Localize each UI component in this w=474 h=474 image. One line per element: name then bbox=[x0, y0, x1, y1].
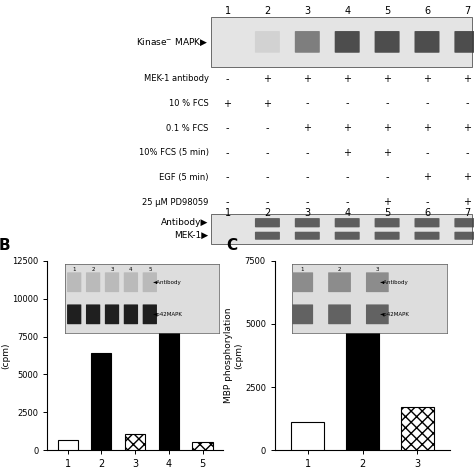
Text: +: + bbox=[423, 173, 431, 182]
Text: MEK-1▶: MEK-1▶ bbox=[174, 231, 209, 240]
Text: +: + bbox=[383, 197, 391, 207]
FancyBboxPatch shape bbox=[255, 232, 280, 240]
FancyBboxPatch shape bbox=[414, 232, 439, 240]
Text: 7: 7 bbox=[464, 6, 470, 16]
FancyBboxPatch shape bbox=[255, 31, 280, 53]
Text: 1: 1 bbox=[225, 6, 230, 16]
Text: 2: 2 bbox=[264, 208, 271, 218]
Text: +: + bbox=[463, 123, 471, 133]
Text: 3: 3 bbox=[304, 6, 310, 16]
Text: Kinase$^{-}$ MAPK▶: Kinase$^{-}$ MAPK▶ bbox=[136, 36, 209, 47]
Text: +: + bbox=[463, 173, 471, 182]
Text: 25 μM PD98059: 25 μM PD98059 bbox=[142, 198, 209, 207]
Text: +: + bbox=[383, 123, 391, 133]
Text: -: - bbox=[465, 148, 469, 158]
Text: +: + bbox=[303, 123, 311, 133]
FancyBboxPatch shape bbox=[414, 31, 439, 53]
Bar bbox=[159, 308, 179, 450]
Text: -: - bbox=[385, 99, 389, 109]
Text: +: + bbox=[423, 123, 431, 133]
FancyBboxPatch shape bbox=[414, 218, 439, 228]
Y-axis label: MBP phosphorylation
(cpm): MBP phosphorylation (cpm) bbox=[224, 308, 243, 403]
FancyBboxPatch shape bbox=[335, 218, 360, 228]
Text: +: + bbox=[463, 74, 471, 84]
Text: 5: 5 bbox=[384, 208, 390, 218]
Text: 10 % FCS: 10 % FCS bbox=[169, 99, 209, 108]
Text: +: + bbox=[463, 197, 471, 207]
Text: 6: 6 bbox=[424, 208, 430, 218]
Text: +: + bbox=[264, 99, 272, 109]
Text: -: - bbox=[265, 173, 269, 182]
Text: 2: 2 bbox=[264, 6, 271, 16]
Text: -: - bbox=[226, 123, 229, 133]
Text: +: + bbox=[423, 74, 431, 84]
Text: 5: 5 bbox=[384, 6, 390, 16]
FancyBboxPatch shape bbox=[335, 31, 360, 53]
FancyBboxPatch shape bbox=[211, 17, 472, 66]
Text: +: + bbox=[224, 99, 231, 109]
FancyBboxPatch shape bbox=[211, 214, 472, 244]
Text: -: - bbox=[265, 148, 269, 158]
FancyBboxPatch shape bbox=[374, 232, 400, 240]
Text: -: - bbox=[385, 173, 389, 182]
Text: 10% FCS (5 min): 10% FCS (5 min) bbox=[138, 148, 209, 157]
FancyBboxPatch shape bbox=[295, 31, 320, 53]
Text: -: - bbox=[465, 99, 469, 109]
FancyBboxPatch shape bbox=[295, 232, 320, 240]
FancyBboxPatch shape bbox=[374, 218, 400, 228]
Text: Antibody▶: Antibody▶ bbox=[161, 218, 209, 227]
Text: -: - bbox=[265, 123, 269, 133]
Text: -: - bbox=[265, 197, 269, 207]
Bar bbox=[125, 434, 145, 450]
Text: 0.1 % FCS: 0.1 % FCS bbox=[166, 124, 209, 133]
Bar bbox=[346, 319, 379, 450]
FancyBboxPatch shape bbox=[295, 218, 320, 228]
Text: +: + bbox=[383, 74, 391, 84]
Text: 4: 4 bbox=[344, 6, 350, 16]
Text: -: - bbox=[425, 148, 429, 158]
FancyBboxPatch shape bbox=[455, 31, 474, 53]
Text: -: - bbox=[226, 173, 229, 182]
Text: -: - bbox=[226, 197, 229, 207]
Text: -: - bbox=[306, 99, 309, 109]
Text: +: + bbox=[264, 74, 272, 84]
Text: -: - bbox=[425, 197, 429, 207]
Bar bbox=[91, 353, 111, 450]
Text: MEK-1 antibody: MEK-1 antibody bbox=[144, 74, 209, 83]
Y-axis label: MBP phosphorylation
(cpm): MBP phosphorylation (cpm) bbox=[0, 308, 11, 403]
Text: -: - bbox=[346, 173, 349, 182]
Text: -: - bbox=[226, 148, 229, 158]
Text: 6: 6 bbox=[424, 6, 430, 16]
FancyBboxPatch shape bbox=[455, 218, 474, 228]
Text: EGF (5 min): EGF (5 min) bbox=[159, 173, 209, 182]
FancyBboxPatch shape bbox=[335, 232, 360, 240]
Bar bbox=[292, 422, 324, 450]
Text: 4: 4 bbox=[344, 208, 350, 218]
FancyBboxPatch shape bbox=[455, 232, 474, 240]
Text: -: - bbox=[346, 197, 349, 207]
Text: -: - bbox=[306, 197, 309, 207]
Text: B: B bbox=[0, 238, 10, 253]
Bar bbox=[192, 442, 213, 450]
Text: +: + bbox=[383, 148, 391, 158]
FancyBboxPatch shape bbox=[374, 31, 400, 53]
Text: C: C bbox=[226, 238, 237, 253]
FancyBboxPatch shape bbox=[255, 218, 280, 228]
Text: +: + bbox=[343, 123, 351, 133]
Text: +: + bbox=[343, 148, 351, 158]
Text: 1: 1 bbox=[225, 208, 230, 218]
Text: -: - bbox=[425, 99, 429, 109]
Bar bbox=[401, 407, 434, 450]
Text: 3: 3 bbox=[304, 208, 310, 218]
Text: -: - bbox=[346, 99, 349, 109]
Text: 7: 7 bbox=[464, 208, 470, 218]
Text: -: - bbox=[226, 74, 229, 84]
Text: +: + bbox=[343, 74, 351, 84]
Bar bbox=[57, 440, 78, 450]
Text: -: - bbox=[306, 148, 309, 158]
Text: +: + bbox=[303, 74, 311, 84]
Text: -: - bbox=[306, 173, 309, 182]
